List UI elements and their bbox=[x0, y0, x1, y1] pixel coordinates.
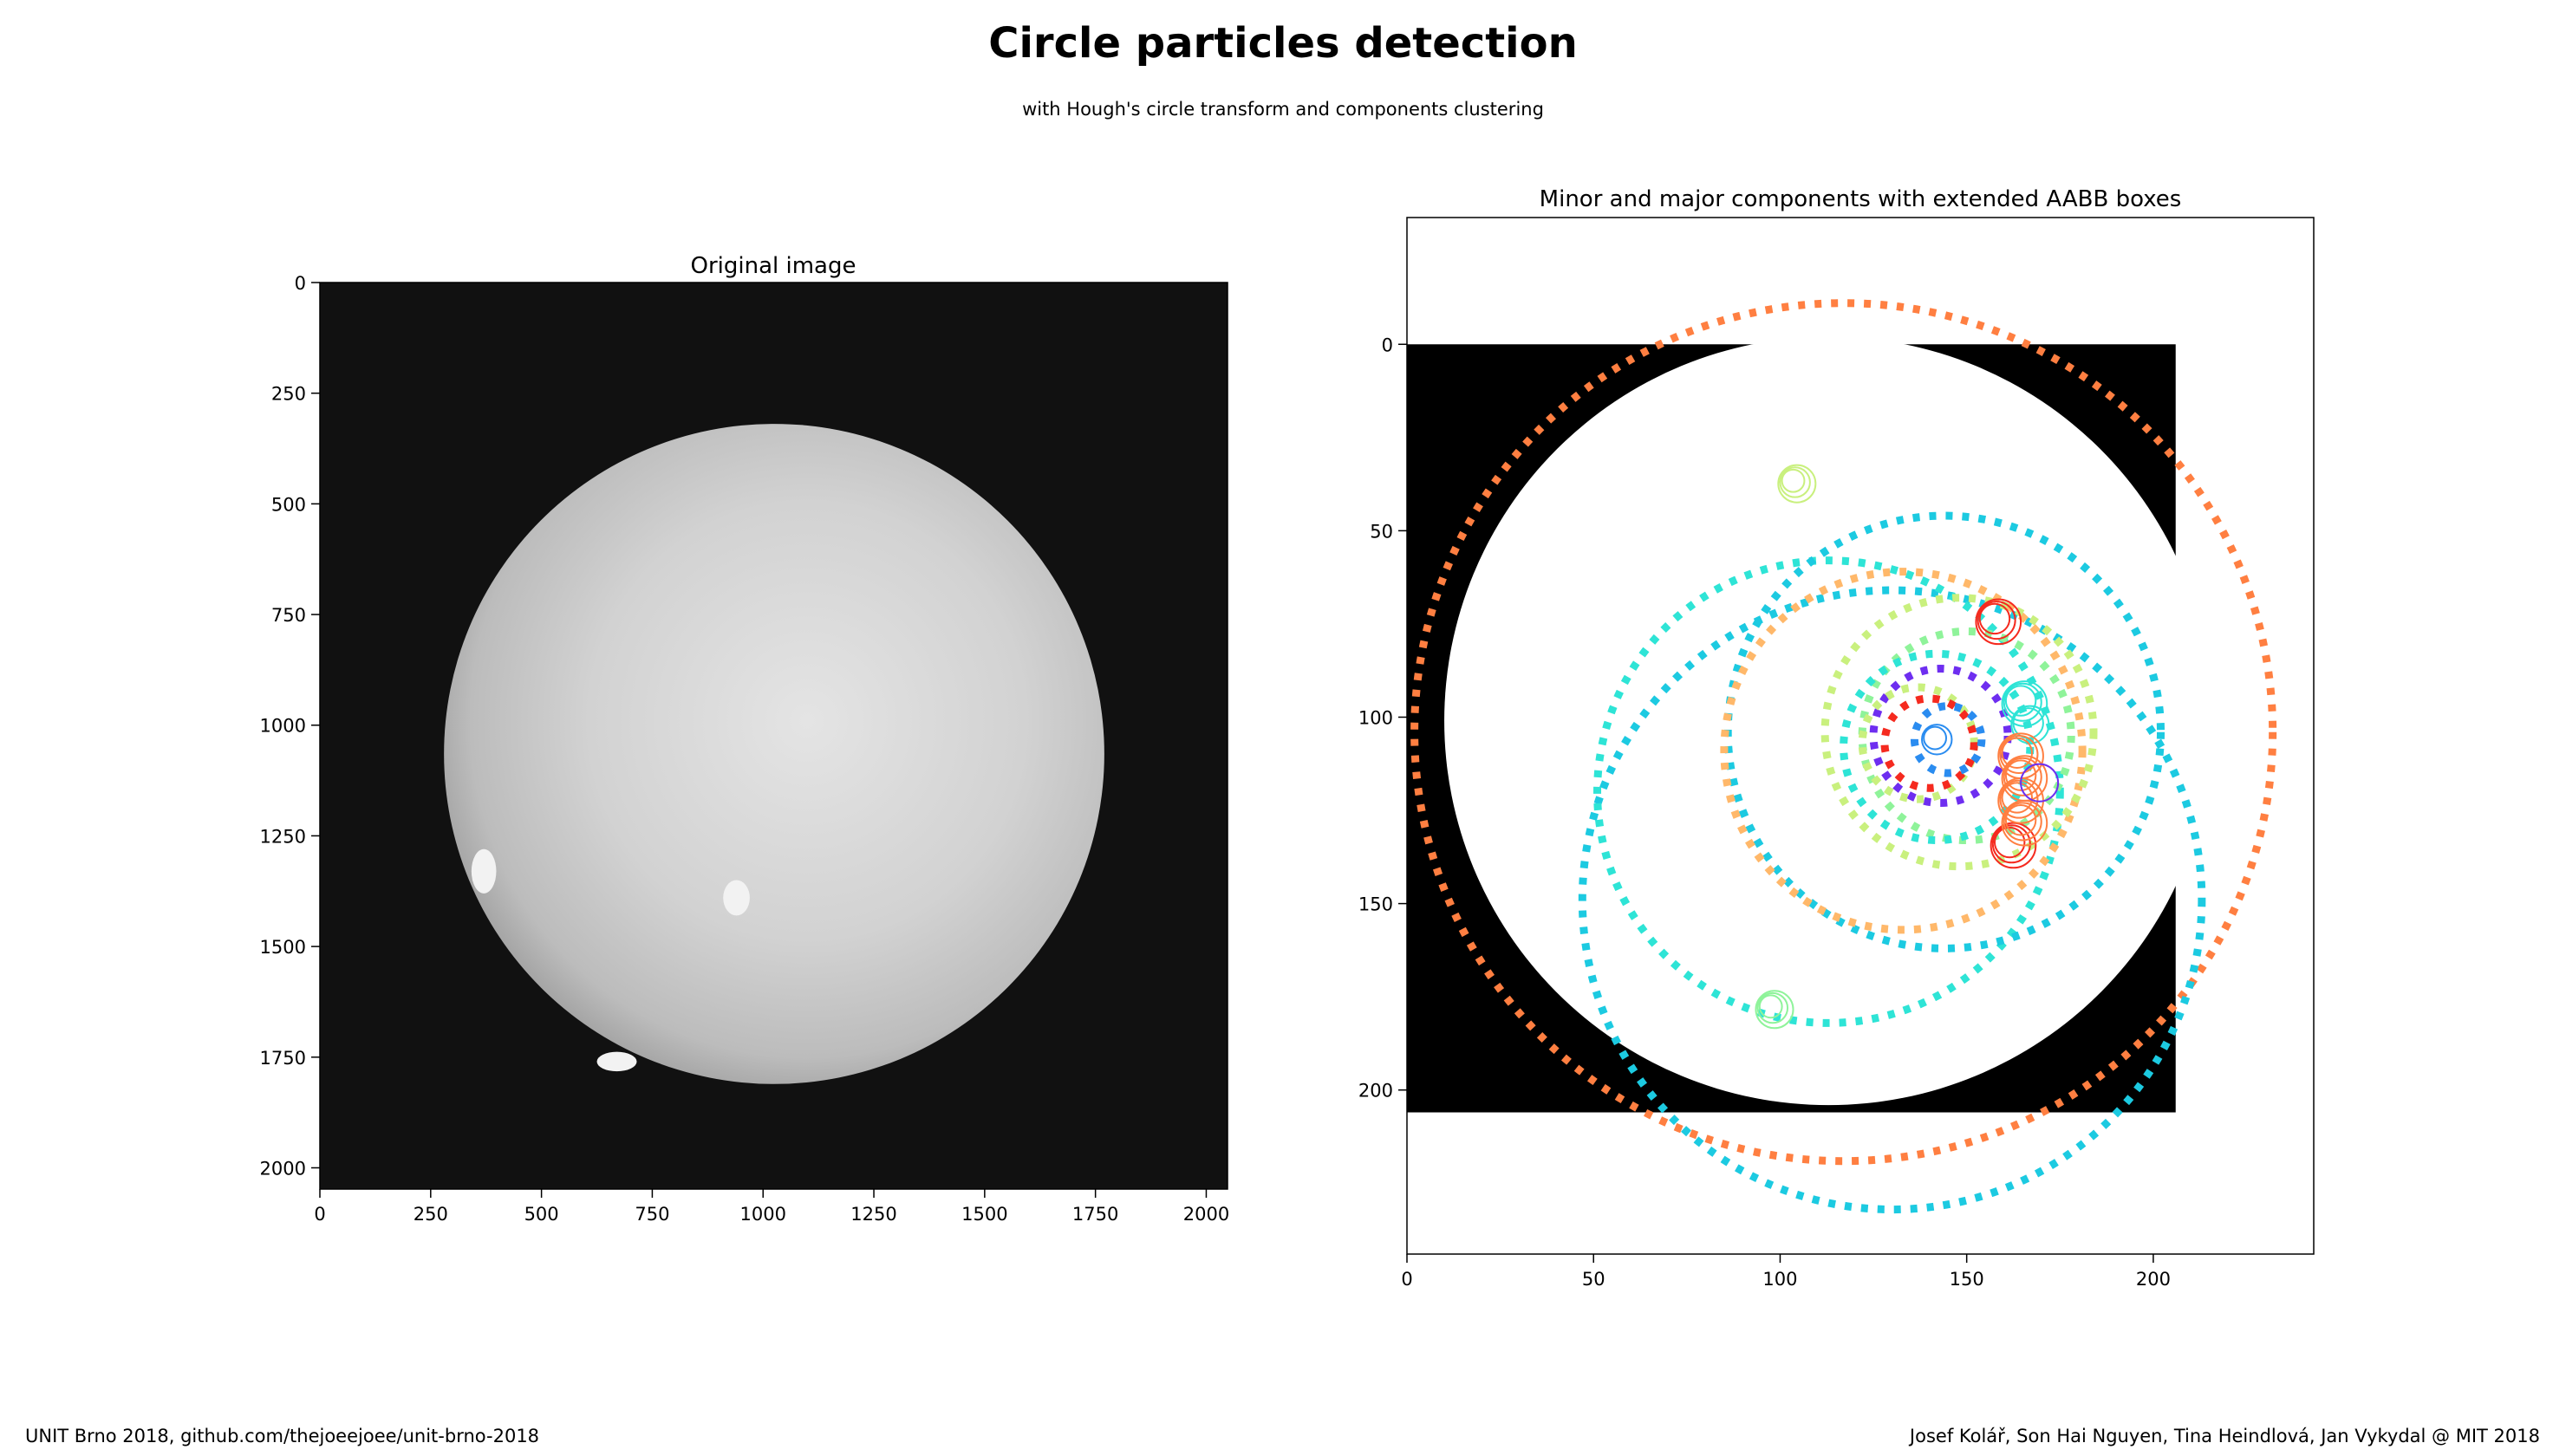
figure-subtitle: with Hough's circle transform and compon… bbox=[1022, 99, 1544, 120]
y-tick-label: 1500 bbox=[260, 937, 306, 958]
original-image-frame bbox=[319, 282, 1228, 1190]
surface-particle bbox=[723, 880, 750, 916]
small-circle bbox=[1993, 826, 2026, 859]
x-tick-label: 50 bbox=[1582, 1269, 1605, 1290]
right-y-ticks: 0 50 100 150 200 bbox=[1358, 335, 1407, 1102]
x-tick-label: 0 bbox=[314, 1204, 325, 1225]
small-circle bbox=[1921, 724, 1953, 756]
small-circle bbox=[1758, 994, 1783, 1019]
surface-particle bbox=[596, 1051, 637, 1072]
small-circle-clusters bbox=[1755, 464, 2060, 1030]
small-circle bbox=[2004, 685, 2037, 717]
original-image-title: Original image bbox=[691, 253, 856, 279]
components-title: Minor and major components with extended… bbox=[1540, 186, 2182, 212]
x-tick-label: 500 bbox=[524, 1204, 559, 1225]
dotted-circle bbox=[1410, 299, 2277, 1166]
x-tick-label: 1250 bbox=[850, 1204, 896, 1225]
y-tick-label: 0 bbox=[295, 273, 306, 294]
x-tick-label: 0 bbox=[1401, 1269, 1412, 1290]
surface-particle bbox=[471, 848, 497, 894]
x-tick-label: 250 bbox=[414, 1204, 448, 1225]
x-tick-label: 1000 bbox=[740, 1204, 786, 1225]
left-x-ticks: 0 250 500 750 1000 1250 1500 1750 2000 bbox=[314, 1189, 1229, 1225]
dotted-circle bbox=[1869, 665, 2012, 807]
y-tick-label: 100 bbox=[1358, 707, 1393, 728]
small-circle bbox=[1923, 725, 1948, 751]
small-circle bbox=[1781, 468, 1806, 493]
mask-image bbox=[1407, 336, 2213, 1113]
dotted-circle bbox=[1820, 594, 2098, 871]
x-tick-label: 100 bbox=[1762, 1269, 1797, 1290]
small-circle bbox=[2004, 759, 2037, 791]
original-image-panel: Original image 0 250 500 750 1000 1250 1500 175… bbox=[260, 253, 1230, 1225]
small-circle bbox=[1978, 602, 2011, 635]
x-tick-label: 1500 bbox=[961, 1204, 1007, 1225]
small-circle bbox=[1777, 464, 1817, 504]
x-tick-label: 2000 bbox=[1183, 1204, 1229, 1225]
x-tick-label: 750 bbox=[635, 1204, 669, 1225]
small-circle bbox=[2001, 782, 2034, 814]
components-frame bbox=[1406, 217, 2315, 1255]
x-tick-label: 150 bbox=[1950, 1269, 1984, 1290]
dotted-circle bbox=[1720, 568, 2087, 934]
y-tick-label: 0 bbox=[1382, 335, 1393, 355]
y-tick-label: 250 bbox=[271, 384, 306, 405]
y-tick-label: 500 bbox=[271, 494, 306, 515]
y-tick-label: 200 bbox=[1358, 1081, 1393, 1102]
sphere-particle bbox=[444, 424, 1104, 1084]
dotted-circle bbox=[1858, 627, 2075, 845]
small-circle bbox=[2004, 804, 2037, 836]
small-circle bbox=[1977, 601, 2016, 640]
y-tick-label: 1000 bbox=[260, 716, 306, 737]
sphere-group bbox=[444, 424, 1104, 1084]
dotted-circle bbox=[1880, 694, 1978, 792]
small-circle bbox=[1779, 466, 1811, 498]
x-tick-label: 200 bbox=[2136, 1269, 2171, 1290]
small-circle bbox=[2020, 763, 2060, 803]
small-circle bbox=[2010, 705, 2050, 744]
small-circle bbox=[1999, 734, 2039, 775]
small-circle bbox=[2003, 682, 2042, 722]
small-circle bbox=[1999, 779, 2039, 819]
small-circle bbox=[1755, 990, 1794, 1030]
footer-credits-left: UNIT Brno 2018, github.com/thejoeejoee/u… bbox=[25, 1426, 540, 1446]
small-circle bbox=[2001, 737, 2034, 770]
small-circle bbox=[2001, 680, 2048, 727]
components-panel: Minor and major components with extended… bbox=[1358, 186, 2315, 1290]
small-circle bbox=[2001, 799, 2048, 847]
y-tick-label: 750 bbox=[271, 605, 306, 626]
dotted-circles bbox=[1410, 299, 2277, 1214]
right-x-ticks: 0 50 100 150 200 bbox=[1401, 1254, 2171, 1290]
y-tick-label: 1750 bbox=[260, 1048, 306, 1069]
footer-credits-right: Josef Kolář, Son Hai Nguyen, Tina Heindl… bbox=[1909, 1426, 2540, 1446]
left-y-ticks: 0 250 500 750 1000 1250 1500 1750 2000 bbox=[260, 273, 320, 1179]
dotted-circle bbox=[1910, 702, 1986, 777]
y-tick-label: 50 bbox=[1370, 521, 1393, 542]
small-circle bbox=[2003, 757, 2042, 796]
figure-title: Circle particles detection bbox=[988, 19, 1578, 68]
y-tick-label: 150 bbox=[1358, 894, 1393, 915]
small-circle bbox=[1990, 822, 2037, 869]
y-tick-label: 2000 bbox=[260, 1158, 306, 1179]
y-tick-label: 1250 bbox=[260, 826, 306, 847]
dotted-circle bbox=[1593, 556, 2064, 1027]
small-circle bbox=[1756, 991, 1789, 1024]
x-tick-label: 1750 bbox=[1072, 1204, 1118, 1225]
small-circle bbox=[1975, 598, 2022, 646]
small-circle bbox=[2003, 802, 2042, 842]
dotted-circle bbox=[1578, 586, 2206, 1214]
